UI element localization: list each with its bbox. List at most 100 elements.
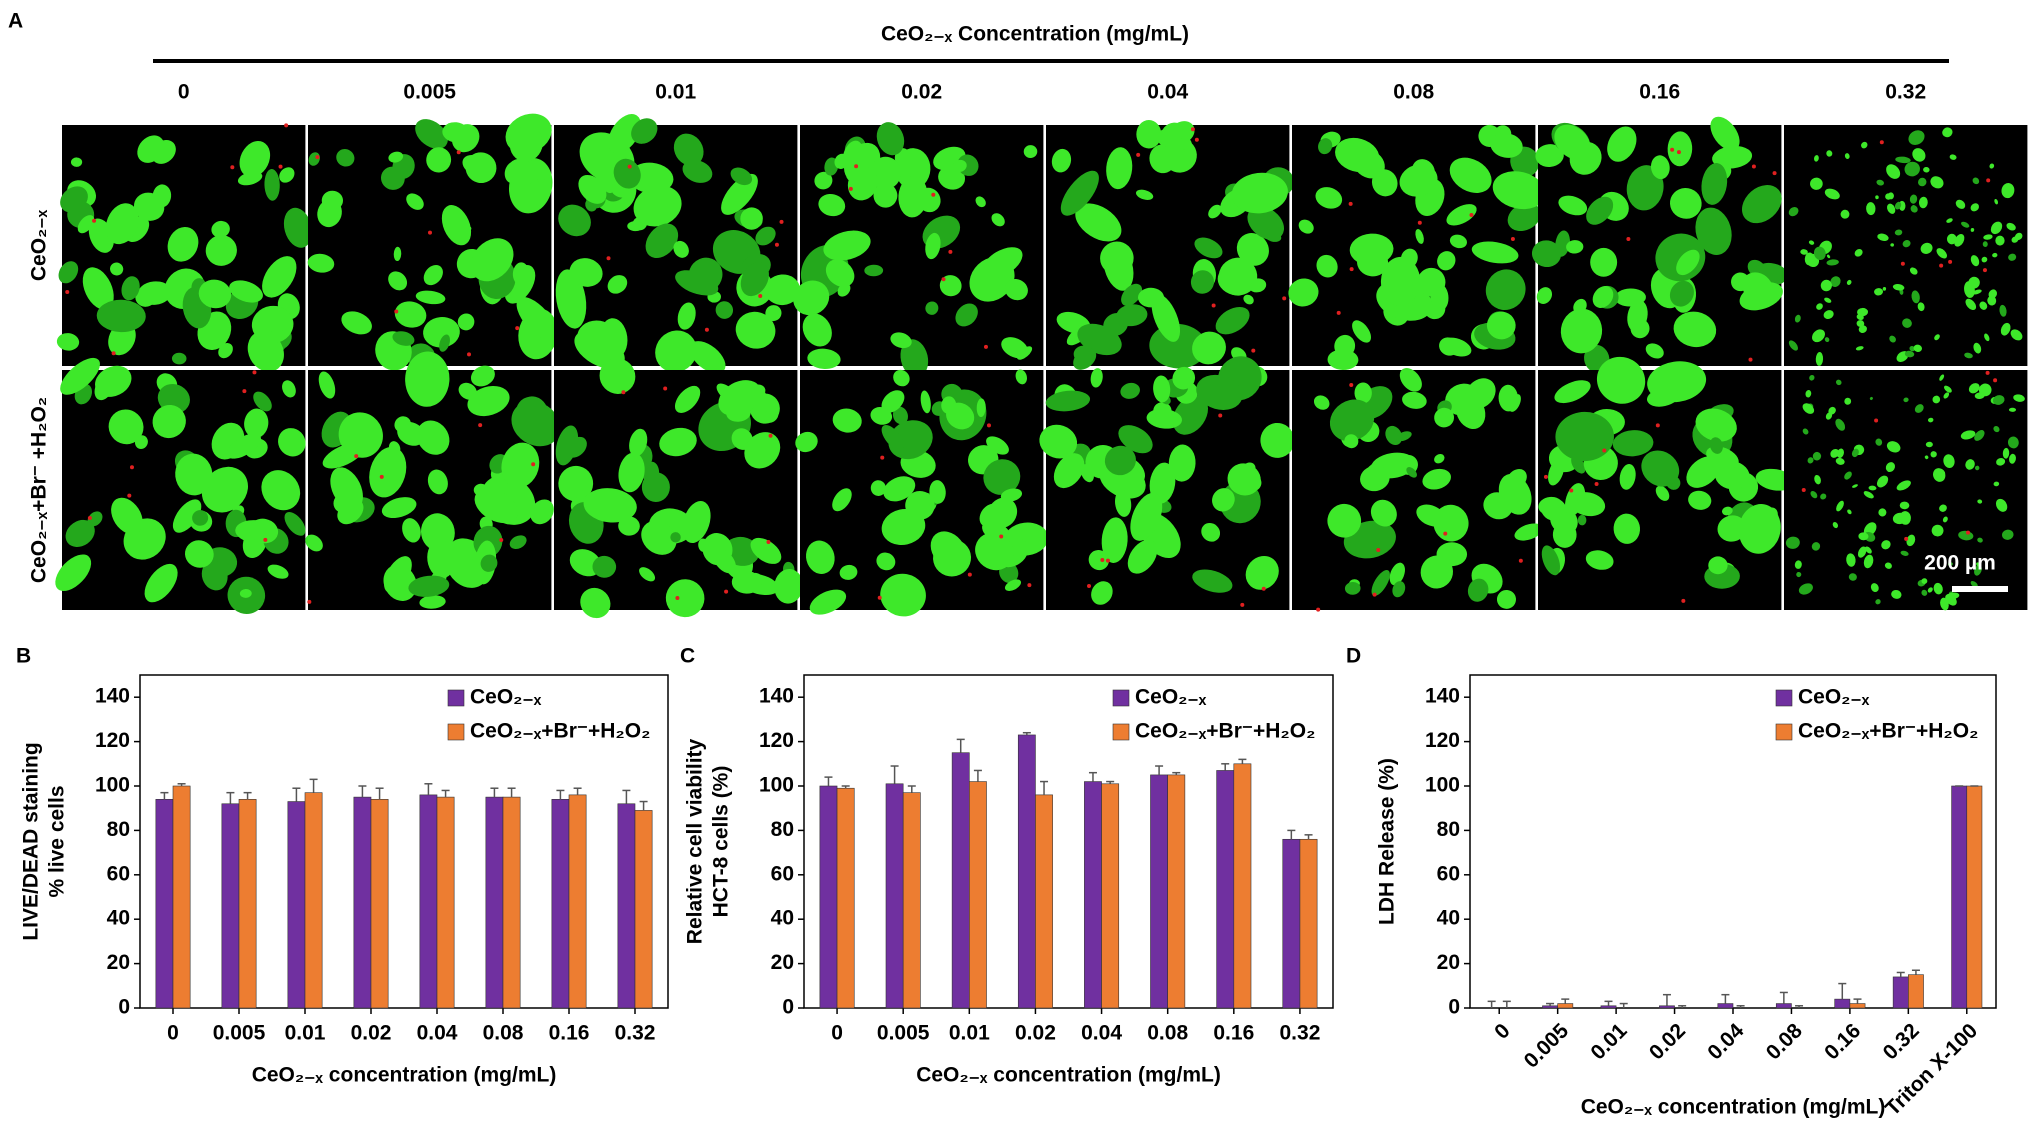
dead-cell	[278, 164, 283, 169]
micrograph	[305, 351, 561, 610]
cell	[1135, 189, 1154, 200]
cell	[1088, 550, 1109, 571]
cell	[1586, 196, 1614, 225]
cell	[1153, 375, 1171, 403]
dead-cell	[1372, 592, 1377, 597]
cell	[1844, 471, 1852, 480]
cell	[674, 385, 701, 413]
cell	[1875, 599, 1881, 605]
cell	[1194, 237, 1223, 259]
y-tick-label: 60	[1437, 862, 1460, 885]
error-bar	[292, 787, 301, 802]
cell	[1865, 546, 1872, 554]
cell	[1554, 380, 1591, 404]
cell	[1471, 241, 1519, 264]
cell	[1208, 204, 1222, 219]
cell	[1406, 467, 1417, 478]
cell	[1422, 468, 1451, 490]
cell	[1645, 343, 1664, 359]
cell	[558, 465, 594, 502]
cell	[1370, 499, 1397, 527]
cell	[1814, 474, 1821, 485]
x-tick-label: 0.02	[351, 1022, 392, 1045]
cell	[930, 531, 966, 569]
cell	[501, 442, 540, 488]
cell	[1039, 424, 1078, 459]
cell	[511, 401, 561, 447]
cell	[1103, 312, 1129, 337]
cell	[1794, 560, 1802, 569]
cell	[1315, 187, 1343, 209]
cell	[1190, 270, 1214, 294]
cell	[898, 175, 928, 218]
cell	[673, 240, 689, 258]
cell	[1943, 454, 1955, 468]
cell	[876, 552, 896, 571]
dead-cell	[129, 465, 134, 470]
cell	[1650, 155, 1670, 180]
dead-cell	[1655, 423, 1660, 428]
bar	[436, 796, 455, 1009]
cell	[795, 431, 818, 453]
cell	[1764, 507, 1778, 523]
y-tick-label: 100	[95, 774, 130, 797]
cell	[1889, 335, 1896, 343]
cell	[1688, 490, 1712, 510]
cell	[883, 476, 916, 502]
y-tick-label: 0	[1448, 996, 1460, 1019]
cell	[1389, 562, 1405, 586]
x-tick-label: 0	[1490, 1019, 1515, 1044]
cell	[1965, 459, 1975, 470]
y-tick-label: 0	[118, 996, 130, 1019]
cell	[1918, 196, 1928, 209]
cell	[2002, 447, 2010, 459]
dead-cell	[1772, 171, 1777, 176]
error-bar	[1561, 998, 1570, 1004]
cell	[1130, 492, 1163, 541]
cell	[1918, 177, 1927, 187]
cell	[673, 133, 704, 166]
cell	[1874, 288, 1884, 296]
cell	[618, 452, 645, 493]
cell	[1836, 500, 1844, 512]
dead-cell	[1469, 212, 1474, 217]
cell	[1895, 156, 1911, 164]
cell	[629, 428, 648, 457]
cell	[1708, 556, 1728, 575]
x-tick-label: 0.16	[1820, 1019, 1865, 1064]
y-tick-label: 80	[771, 818, 794, 841]
error-bar	[890, 765, 899, 784]
cell	[1717, 515, 1747, 542]
cell	[135, 287, 156, 307]
cell	[318, 371, 336, 399]
dead-cell	[1105, 558, 1110, 563]
cell	[1876, 179, 1884, 186]
cell	[1485, 269, 1526, 311]
cell	[1000, 488, 1023, 502]
cell	[641, 520, 677, 555]
cell	[317, 199, 342, 228]
dead-cell	[1240, 602, 1245, 607]
bar	[1557, 1003, 1574, 1009]
cell	[735, 311, 776, 349]
cell	[1015, 369, 1027, 385]
cell	[774, 568, 804, 604]
cell	[1976, 562, 1982, 567]
cell	[618, 516, 640, 536]
cell	[925, 232, 941, 260]
cell	[249, 518, 279, 544]
cell	[1667, 131, 1693, 167]
error-bar	[1795, 1005, 1804, 1008]
cell	[876, 122, 905, 156]
cell	[267, 564, 289, 579]
cell	[1973, 342, 1982, 354]
micrograph	[554, 114, 801, 374]
error-bar	[1853, 998, 1862, 1004]
x-tick-label: 0.005	[213, 1022, 266, 1045]
dead-cell	[877, 595, 882, 600]
cell	[423, 264, 443, 286]
cell	[420, 513, 455, 552]
cell	[1904, 161, 1920, 177]
cell	[1514, 523, 1543, 541]
